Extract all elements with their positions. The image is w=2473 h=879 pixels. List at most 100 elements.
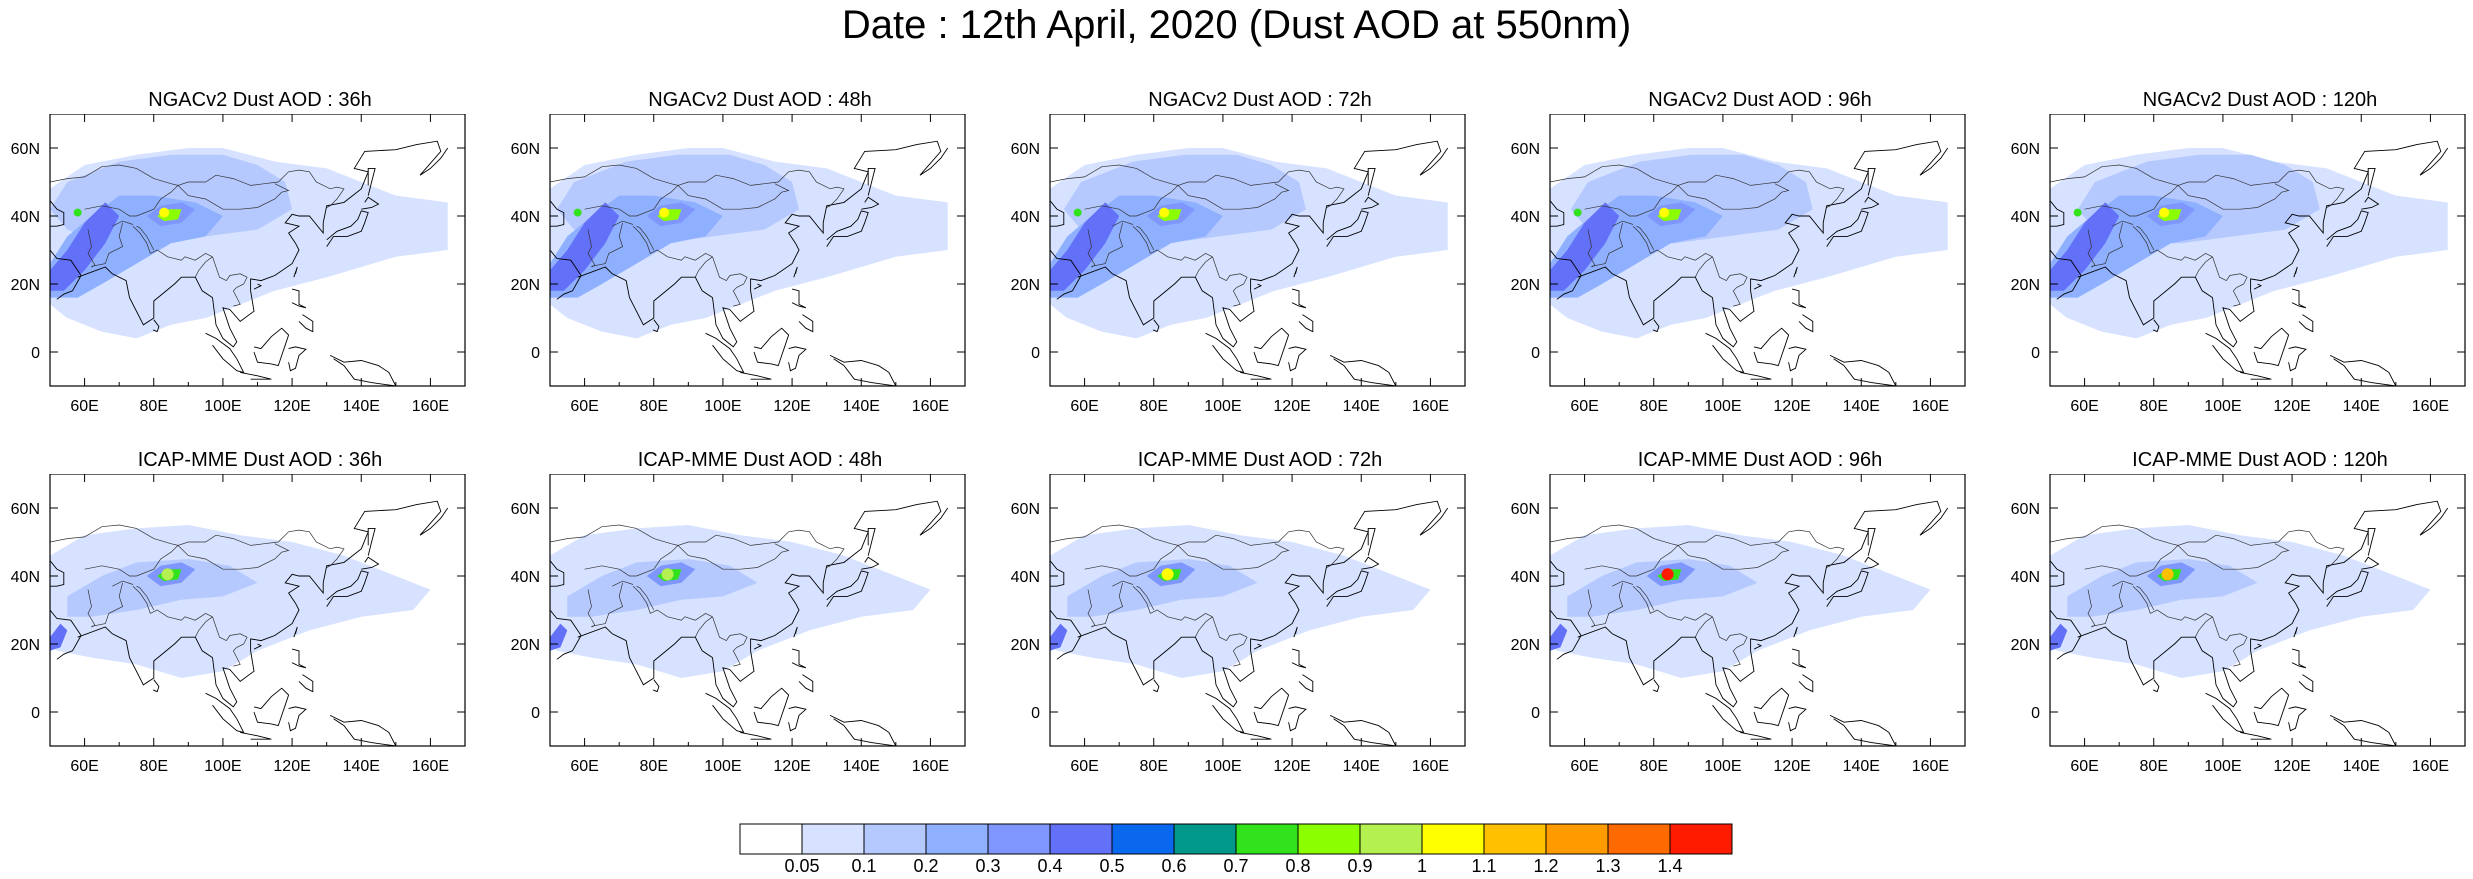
lat-tick-label: 0: [1031, 705, 1040, 722]
coastline: [2205, 332, 2245, 374]
lon-tick-label: 60E: [2070, 398, 2098, 415]
coastlines: [550, 140, 949, 386]
dust-aod-field: [550, 525, 931, 678]
coastline: [288, 706, 307, 732]
lon-tick-label: 100E: [1704, 758, 1741, 775]
coastline: [577, 500, 949, 708]
dust-field-source-core: [550, 202, 620, 291]
map-panel: ICAP-MME Dust AOD : 120h 60E 80E 100E 120E 14…: [2000, 448, 2470, 803]
country-border: [584, 529, 845, 577]
coastline: [1293, 626, 1298, 638]
dust-field-mid: [567, 559, 758, 617]
lat-tick-label: 60N: [511, 141, 540, 158]
country-border: [1112, 580, 1134, 587]
colorbar-label: 1: [1417, 856, 1427, 874]
lon-tick-label: 140E: [1843, 758, 1880, 775]
lat-tick-label: 60N: [2011, 141, 2040, 158]
colorbar-label: 0.4: [1037, 856, 1062, 874]
lat-tick-label: 40N: [511, 569, 540, 586]
coastline: [2152, 319, 2160, 333]
lon-tick-label: 60E: [1070, 398, 1098, 415]
country-border: [91, 582, 124, 627]
coastline: [2326, 210, 2369, 247]
lat-tick-label: 60N: [511, 501, 540, 518]
country-border: [1212, 256, 1248, 307]
coastline: [1798, 674, 1814, 693]
map-panel: NGACv2 Dust AOD : 120h 60E 80E 100E 120E 140E…: [2000, 88, 2470, 443]
lon-tick-label: 120E: [1273, 398, 1310, 415]
colorbar-label: 0.5: [1099, 856, 1124, 874]
coastline: [550, 200, 565, 227]
country-border: [132, 585, 213, 621]
panel-title: NGACv2 Dust AOD : 120h: [2142, 89, 2378, 111]
dust-aod-field: [1550, 525, 1931, 678]
country-border: [2050, 164, 2179, 186]
lon-tick-label: 140E: [343, 758, 380, 775]
dust-hotspot-west: [1573, 208, 1582, 217]
country-border: [591, 222, 624, 267]
coastline: [2367, 527, 2376, 556]
country-border: [1694, 256, 1713, 278]
country-border: [212, 256, 248, 307]
country-border: [1091, 582, 1124, 627]
coastline: [298, 674, 314, 693]
country-border: [136, 225, 155, 251]
colorbar-swatch: [987, 823, 1051, 855]
coastline: [50, 609, 82, 660]
dust-hotspot-west: [1073, 208, 1082, 217]
colorbar: 0.05 0.1 0.2 0.3 0.4 0.5 0.6 0.7 0.8 0.9 1 1.1 1.2 1.…: [738, 822, 1734, 876]
coastline: [2298, 314, 2314, 333]
coastline: [1826, 570, 1869, 607]
dust-aod-field: [50, 148, 448, 339]
colorbar-swatch: [1173, 823, 1237, 855]
coastline: [2205, 692, 2245, 734]
map-panel: ICAP-MME Dust AOD : 36h 60E 80E 100E 120E 140…: [0, 448, 470, 803]
map-svg: 60E 80E 100E 120E 140E 160E 60N 40N 20N 0: [511, 474, 966, 775]
lat-tick-label: 40N: [1511, 569, 1540, 586]
dust-hotspot: [1659, 207, 1670, 218]
coastline: [1867, 167, 1876, 196]
country-border: [212, 616, 248, 667]
country-border: [50, 164, 179, 186]
colorbar-label: 1.1: [1471, 856, 1496, 874]
coastline: [326, 210, 369, 247]
coastline: [1240, 371, 1272, 380]
coastline: [577, 140, 949, 348]
country-border: [84, 169, 345, 217]
lon-tick-label: 160E: [1412, 398, 1449, 415]
country-border: [694, 256, 713, 278]
country-border: [1177, 183, 1290, 210]
country-border: [1112, 220, 1134, 227]
map-panel: ICAP-MME Dust AOD : 96h 60E 80E 100E 120E 140…: [1500, 448, 1970, 803]
lon-tick-label: 120E: [773, 398, 810, 415]
colorbar-swatch: [739, 823, 803, 855]
lon-tick-label: 80E: [1140, 758, 1168, 775]
country-border: [1632, 225, 1713, 261]
coastline: [240, 731, 272, 740]
country-border: [677, 183, 790, 210]
coastline: [791, 288, 807, 309]
lon-tick-label: 140E: [1343, 398, 1380, 415]
lon-tick-label: 80E: [1140, 398, 1168, 415]
lat-tick-label: 20N: [1511, 637, 1540, 654]
coastline: [1740, 371, 1772, 380]
country-border: [1550, 524, 1679, 546]
coastline: [1298, 674, 1314, 693]
country-border: [2050, 524, 2179, 546]
lon-tick-label: 120E: [1773, 758, 1810, 775]
lon-tick-label: 100E: [2204, 758, 2241, 775]
coastline: [753, 643, 763, 650]
coastline: [2253, 327, 2290, 367]
colorbar-swatch: [1483, 823, 1547, 855]
dust-hotspot: [161, 568, 174, 581]
lat-tick-label: 60N: [2011, 501, 2040, 518]
lon-tick-label: 60E: [1070, 758, 1098, 775]
country-border: [1591, 222, 1624, 267]
lat-tick-label: 40N: [11, 209, 40, 226]
panel-title: ICAP-MME Dust AOD : 72h: [1137, 449, 1383, 471]
dust-hotspot-west: [573, 208, 582, 217]
country-border: [1677, 183, 1790, 210]
map-panel: NGACv2 Dust AOD : 96h 60E 80E 100E 120E 140E 1…: [1500, 88, 1970, 443]
map-svg: 60E 80E 100E 120E 140E 160E 60N 40N 20N 0: [1011, 474, 1466, 775]
colorbar-swatch: [1049, 823, 1113, 855]
